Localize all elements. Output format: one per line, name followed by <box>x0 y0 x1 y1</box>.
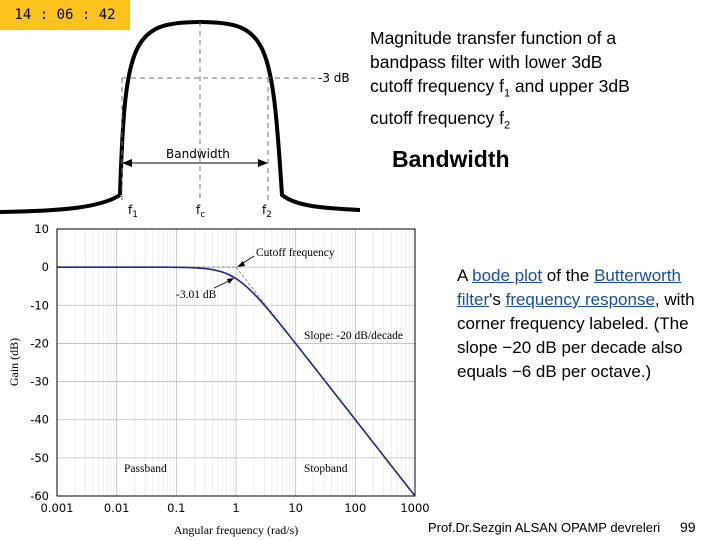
minus301-arrow-head <box>227 278 234 284</box>
passband-label: Passband <box>124 463 167 475</box>
bandwidth-arrow-right-head <box>258 159 268 167</box>
x-tick-label: 1 <box>232 501 239 515</box>
caption-bottom: A bode plot of the Butterworth filter's … <box>457 266 695 381</box>
minus3db-label: -3 dB <box>318 71 350 85</box>
x-tick-label: 100 <box>344 501 366 515</box>
bode-grid <box>56 228 416 497</box>
frequency-response-link[interactable]: frequency response <box>505 290 655 309</box>
bode-plot-link[interactable]: bode plot <box>472 266 543 285</box>
bandwidth-heading: Bandwidth <box>392 146 510 172</box>
y-tick-label: -10 <box>30 298 49 312</box>
x-tick-label: 0.1 <box>167 501 185 515</box>
y-tick-label: 0 <box>42 260 49 274</box>
caption-top: Magnitude transfer function of a bandpas… <box>370 28 630 131</box>
clock-display: 14 : 06 : 42 <box>0 0 130 30</box>
bandwidth-label-small: Bandwidth <box>166 147 230 161</box>
slope-label: Slope: -20 dB/decade <box>304 330 403 342</box>
x-tick-label: 0.01 <box>104 501 130 515</box>
y-axis-label: Gain (dB) <box>7 338 21 386</box>
f2-label: f2 <box>262 203 272 220</box>
x-tick-label: 0.001 <box>41 501 74 515</box>
minus301-label: -3.01 dB <box>176 289 217 301</box>
footer-text: Prof.Dr.Sezgin ALSAN OPAMP devreleri <box>428 520 661 535</box>
cutoff-arrow-head <box>237 261 245 267</box>
stopband-label: Stopband <box>304 463 348 475</box>
page-number: 99 <box>680 519 696 535</box>
x-tick-label: 10 <box>288 501 303 515</box>
bode-response-line <box>57 266 416 497</box>
bandpass-curve-left-tail <box>0 193 122 214</box>
bode-frame <box>56 228 416 497</box>
bandpass-curve <box>118 19 360 212</box>
fc-label: fc <box>196 203 205 220</box>
bandwidth-arrow-left-head <box>122 159 132 167</box>
butterworth-filter-link[interactable]: Butterworth filter <box>457 266 681 309</box>
bode-ticks: 0.001 0.01 0.1 1 10 100 1000100-10-20-30-40-50… <box>30 222 429 515</box>
y-tick-label: 10 <box>34 222 49 236</box>
y-tick-label: -50 <box>30 451 49 465</box>
bandpass-sketch: -3 dB Bandwidth f1 fc f2 <box>0 19 360 220</box>
x-axis-label: Angular frequency (rad/s) <box>174 523 299 537</box>
x-tick-label: 1000 <box>400 501 429 515</box>
y-tick-label: -30 <box>30 375 49 389</box>
y-tick-label: -60 <box>30 489 49 503</box>
f1-label: f1 <box>128 203 138 220</box>
bode-plot: 0.001 0.01 0.1 1 10 100 1000100-10-20-30-40-50… <box>7 222 430 537</box>
cutoff-label: Cutoff frequency <box>256 247 335 259</box>
y-tick-label: -20 <box>30 336 49 350</box>
y-tick-label: -40 <box>30 413 49 427</box>
